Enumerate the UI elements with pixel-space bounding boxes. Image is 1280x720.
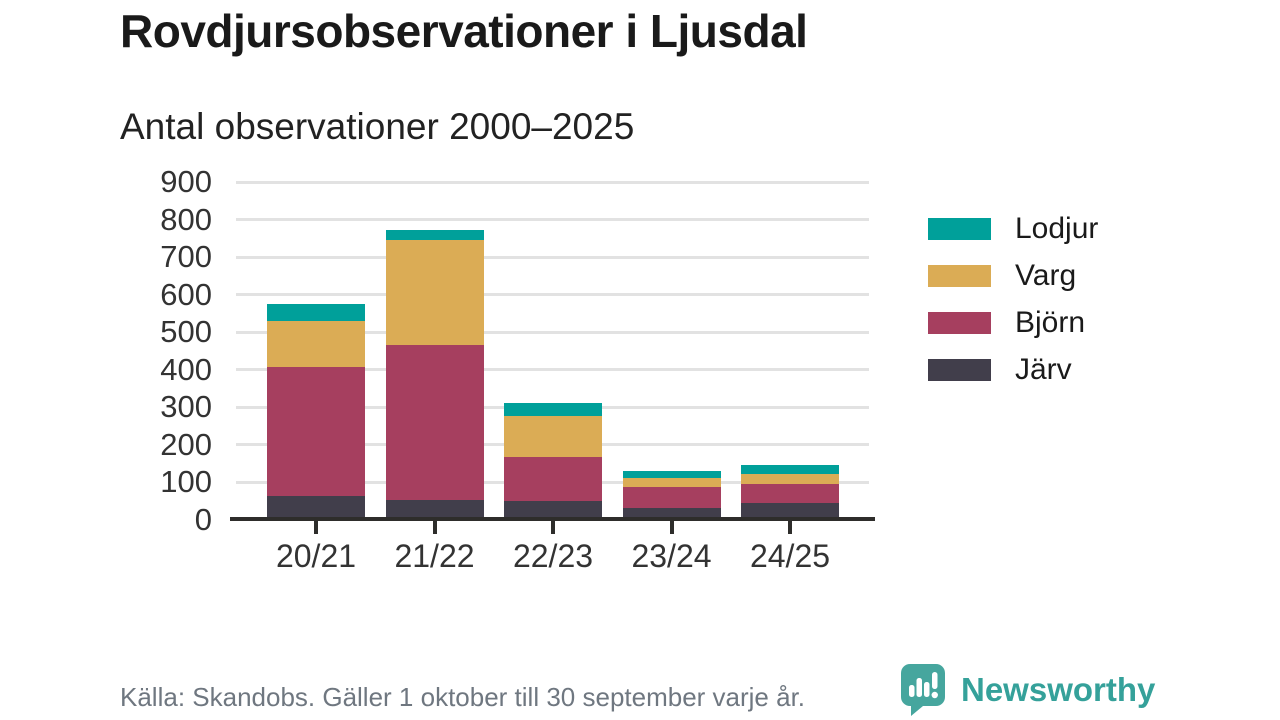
logo-exclamation-icon (932, 672, 938, 689)
logo-exclamation-dot-icon (931, 691, 938, 699)
legend-item-lodjur: Lodjur (928, 205, 1098, 252)
legend-item-varg: Varg (928, 252, 1098, 299)
y-axis-tick-label: 900 (160, 164, 212, 199)
x-axis-tick (788, 521, 792, 534)
bar-segment-varg (741, 473, 839, 485)
y-axis-tick-label: 300 (160, 389, 212, 425)
legend-swatch-jarv (928, 358, 991, 381)
newsworthy-logo-icon (901, 664, 945, 716)
y-axis-tick-label: 100 (160, 464, 212, 500)
x-axis-line (230, 517, 875, 521)
bar-segment-jarv (267, 495, 365, 520)
bar-segment-varg (385, 239, 484, 346)
bar-segment-bjorn (267, 366, 365, 496)
bar-segment-varg (267, 320, 365, 367)
y-axis-tick-label: 0 (194, 502, 212, 537)
chart-title: Rovdjursobservationer i Ljusdal (120, 5, 808, 57)
chart-subtitle: Antal observationer 2000–2025 (120, 106, 635, 147)
legend-swatch-varg (928, 264, 991, 287)
bar-22-23 (504, 403, 602, 520)
legend-label-bjorn: Björn (1015, 305, 1086, 339)
source-note: Källa: Skandobs. Gäller 1 oktober till 3… (120, 682, 806, 712)
legend: Lodjur Varg Björn Järv (928, 205, 1098, 393)
bar-20-21 (267, 304, 365, 520)
bar-segment-varg (504, 416, 602, 457)
x-axis-tick (551, 521, 555, 534)
y-gridline (236, 180, 869, 184)
y-axis-tick-label: 400 (160, 351, 212, 387)
bar-segment-bjorn (622, 487, 721, 509)
x-axis-tick-label: 23/24 (631, 538, 712, 574)
y-axis-tick-label: 500 (160, 314, 212, 350)
bar-segment-lodjur (504, 403, 602, 417)
logo-bar-icon (916, 678, 922, 697)
legend-swatch-bjorn (928, 311, 991, 334)
bar-23-24 (622, 470, 721, 520)
newsworthy-logo-text: Newsworthy (961, 671, 1156, 708)
legend-swatch-lodjur (928, 217, 991, 240)
bar-segment-jarv (504, 501, 602, 520)
y-gridline (236, 293, 869, 297)
x-axis-tick-label: 21/22 (394, 538, 475, 574)
bar-segment-bjorn (385, 345, 484, 501)
y-axis-tick-label: 700 (160, 239, 212, 275)
logo-bar-icon (924, 682, 930, 697)
bar-segment-jarv (741, 503, 839, 520)
bar-21-22 (385, 230, 484, 520)
y-gridline (236, 255, 869, 259)
legend-item-bjorn: Björn (928, 299, 1098, 346)
legend-item-jarv: Järv (928, 346, 1098, 393)
bar-segment-bjorn (741, 484, 839, 504)
y-gridline (236, 330, 869, 334)
y-axis-tick-label: 200 (160, 426, 212, 462)
y-gridline (236, 368, 869, 372)
legend-label-jarv: Järv (1015, 352, 1072, 386)
bar-segment-lodjur (622, 470, 721, 479)
y-gridline (236, 218, 869, 222)
bar-segment-jarv (622, 508, 721, 520)
legend-label-varg: Varg (1015, 258, 1077, 292)
newsworthy-logo: Newsworthy (901, 664, 1155, 716)
x-axis-tick-label: 24/25 (749, 538, 831, 574)
plot-area (232, 180, 874, 520)
logo-bar-icon (909, 685, 915, 697)
y-axis-tick-label: 600 (160, 276, 212, 312)
y-axis-tick-label: 800 (160, 201, 212, 237)
x-axis-tick (314, 521, 318, 534)
bar-segment-bjorn (504, 456, 602, 502)
x-axis-tick (432, 521, 437, 534)
bar-segment-lodjur (741, 464, 839, 474)
bar-segment-jarv (385, 500, 484, 520)
bar-segment-varg (622, 478, 721, 488)
bar-segment-lodjur (385, 230, 484, 240)
bar-segment-lodjur (267, 304, 365, 321)
x-axis-tick-label: 20/21 (275, 538, 357, 574)
bar-24-25 (741, 464, 839, 520)
legend-label-lodjur: Lodjur (1015, 211, 1099, 245)
x-axis-tick (669, 521, 674, 534)
x-axis-tick-label: 22/23 (512, 538, 594, 574)
